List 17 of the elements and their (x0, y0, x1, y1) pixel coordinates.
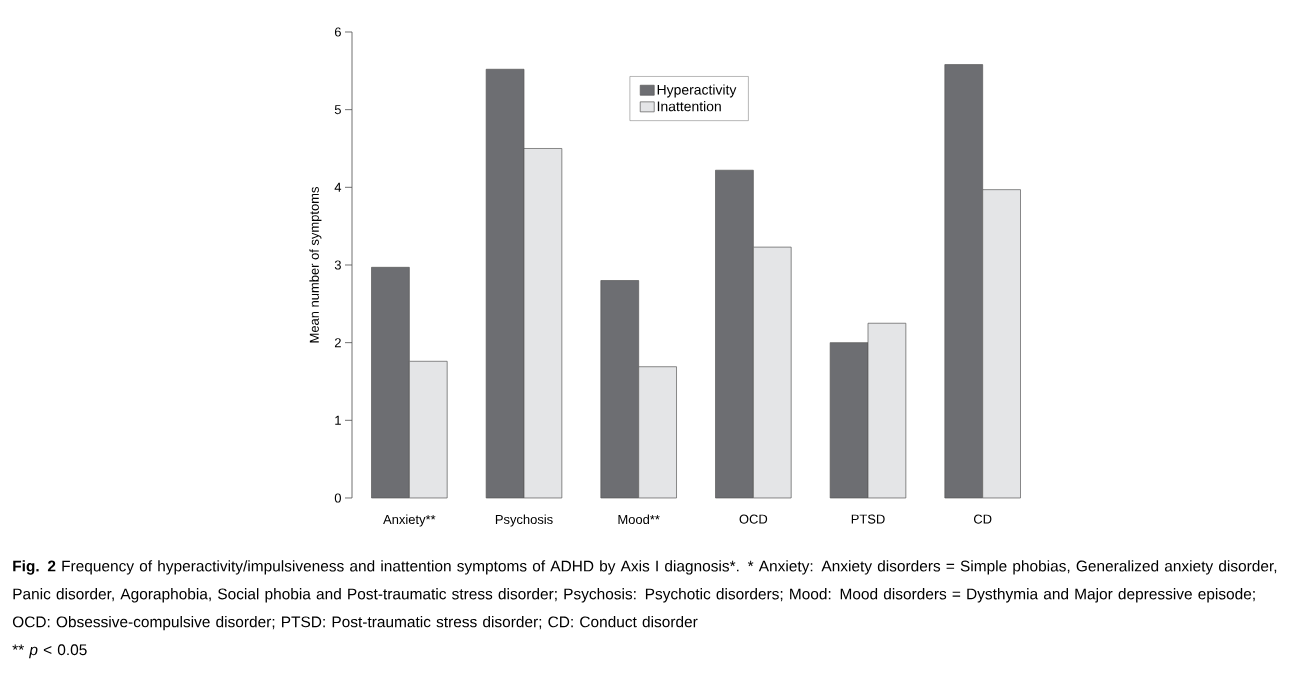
y-tick-label: 3 (334, 260, 341, 270)
y-axis-title: Mean number of symptoms (309, 187, 322, 343)
y-tick-label: 2 (334, 338, 341, 348)
legend-label: Hyperactivity (657, 84, 737, 98)
y-tick-label: 4 (334, 182, 342, 192)
x-tick-label: Anxiety** (383, 514, 436, 527)
x-tick-label: Psychosis (495, 514, 553, 527)
y-tick-label: 1 (335, 415, 341, 425)
y-tick-label: 6 (334, 27, 341, 37)
x-tick-label: CD (973, 514, 992, 524)
y-tick-label: 5 (334, 105, 341, 115)
x-tick-label: PTSD (851, 514, 885, 524)
y-tick-label: 0 (334, 493, 341, 503)
x-tick-label: Mood** (618, 514, 660, 525)
legend-label: Inattention (657, 101, 721, 112)
x-tick-label: OCD (739, 514, 768, 524)
text: ** p < 0.05 (12, 644, 87, 659)
